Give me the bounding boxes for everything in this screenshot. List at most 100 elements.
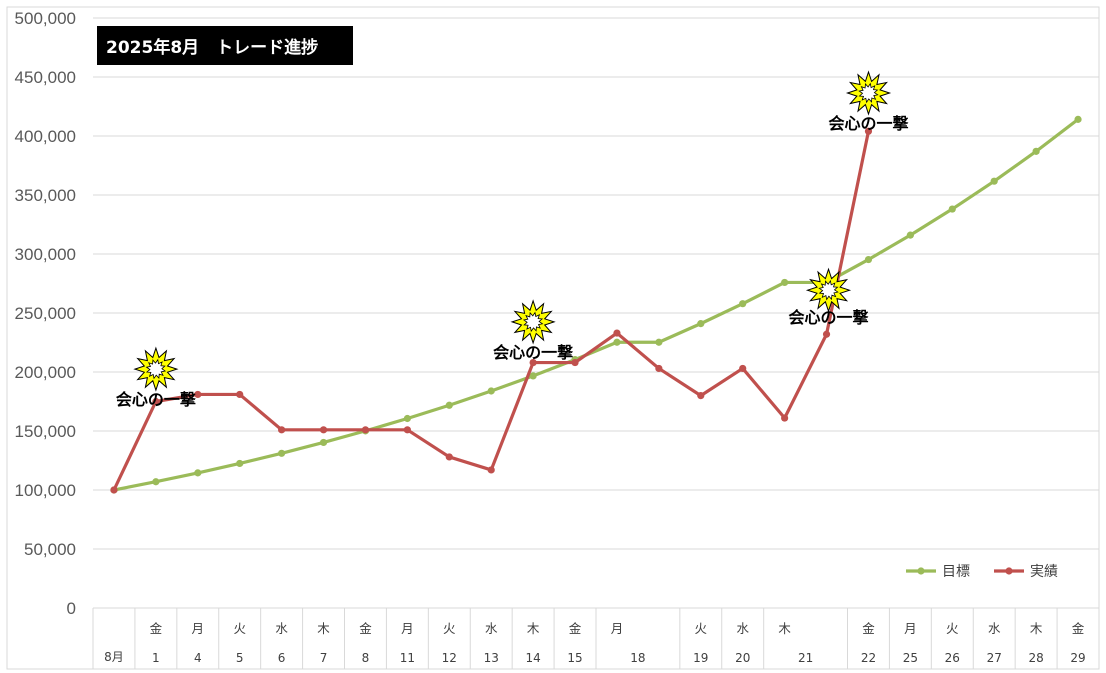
annotation: 会心の一撃 — [493, 299, 573, 362]
data-point-actual — [864, 127, 873, 135]
x-day-label: 18 — [630, 651, 645, 665]
burst-icon — [510, 299, 556, 345]
data-point-target — [739, 300, 747, 308]
data-point-target — [781, 278, 789, 287]
data-point-target — [236, 459, 244, 468]
x-day-label: 21 — [798, 651, 813, 665]
x-day-label: 15 — [567, 651, 582, 665]
data-point-actual — [403, 426, 411, 434]
x-weekday-label: 水 — [485, 621, 498, 636]
x-day-label: 19 — [693, 651, 708, 665]
x-weekday-label: 月 — [401, 621, 414, 636]
burst-icon — [805, 267, 852, 313]
y-tick-label: 100,000 — [15, 481, 76, 500]
data-point-actual — [152, 397, 160, 406]
data-point-target — [613, 338, 621, 346]
annotation: 会心の一撃 — [828, 70, 908, 133]
annotation-label: 会心の一撃 — [789, 308, 869, 327]
chart-title: 2025年8月 トレード進捗 — [106, 37, 318, 58]
x-day-label: 13 — [484, 651, 499, 665]
x-axis: 8月金1月4火5水6木7金8月11火12水13木14金15月18火19水20木2… — [92, 608, 1100, 669]
x-weekday-label: 月 — [192, 621, 205, 636]
x-day-label: 28 — [1028, 651, 1043, 665]
x-day-label: 4 — [194, 651, 202, 665]
data-point-actual — [529, 358, 537, 367]
x-day-label: 8 — [362, 651, 370, 665]
chart-title-box: 2025年8月 トレード進捗 — [97, 26, 353, 65]
legend-label: 実績 — [1030, 564, 1058, 580]
data-point-target — [487, 387, 495, 395]
x-day-label: 29 — [1070, 651, 1085, 665]
legend-label: 目標 — [942, 564, 970, 580]
data-point-actual — [655, 364, 663, 373]
x-weekday-label: 金 — [862, 621, 875, 636]
data-point-target — [948, 205, 956, 213]
data-point-target — [990, 177, 998, 185]
data-point-actual — [319, 426, 328, 434]
x-weekday-label: 月 — [611, 621, 624, 636]
burst-icon — [133, 346, 179, 392]
annotation-label: 会心の一撃 — [493, 343, 573, 362]
x-weekday-label: 月 — [904, 621, 917, 636]
x-day-label: 11 — [400, 651, 415, 665]
burst-icon — [845, 70, 892, 116]
series-line-target — [113, 118, 1080, 492]
data-point-target — [278, 449, 286, 457]
legend-item-target: 目標 — [906, 564, 970, 580]
data-point-target — [1074, 115, 1082, 123]
x-weekday-label: 金 — [359, 621, 372, 636]
x-month-label: 8月 — [104, 650, 124, 664]
y-tick-label: 400,000 — [15, 127, 76, 146]
annotation-label: 会心の一撃 — [116, 390, 196, 409]
x-day-label: 20 — [735, 651, 750, 665]
data-point-actual — [487, 466, 495, 474]
x-day-label: 27 — [987, 651, 1002, 665]
x-day-label: 1 — [152, 651, 160, 665]
x-weekday-label: 火 — [695, 621, 708, 636]
chart-frame — [6, 6, 1100, 670]
x-weekday-label: 水 — [736, 621, 749, 636]
y-tick-label: 350,000 — [15, 186, 76, 205]
data-point-target — [864, 255, 873, 264]
legend-item-actual: 実績 — [994, 564, 1058, 580]
annotation: 会心の一撃 — [116, 346, 196, 409]
x-day-label: 5 — [236, 651, 244, 665]
data-point-target — [697, 320, 705, 328]
y-tick-label: 50,000 — [24, 540, 76, 559]
data-point-target — [319, 438, 328, 447]
chart-title-background — [97, 26, 353, 65]
x-day-label: 14 — [525, 651, 540, 665]
x-weekday-label: 火 — [233, 621, 246, 636]
data-point-actual — [445, 453, 453, 461]
y-tick-label: 300,000 — [15, 245, 76, 264]
data-point-target — [655, 338, 663, 346]
data-point-target — [1032, 147, 1040, 155]
data-point-actual — [781, 414, 789, 422]
x-day-label: 22 — [861, 651, 876, 665]
data-point-actual — [613, 329, 621, 337]
data-point-actual — [110, 486, 118, 494]
data-point-actual — [361, 426, 370, 434]
data-point-target — [906, 231, 914, 239]
y-tick-label: 150,000 — [15, 422, 76, 441]
y-tick-label: 200,000 — [15, 363, 76, 382]
data-point-target — [529, 372, 537, 380]
y-axis-tick-labels: 0 50,000 100,000 150,000 200,000 250,000 300,0… — [15, 9, 76, 618]
y-tick-label: 500,000 — [15, 9, 76, 28]
data-point-actual — [571, 358, 579, 367]
data-point-target — [403, 414, 411, 423]
x-weekday-label: 木 — [527, 621, 540, 636]
legend: 目標 実績 — [906, 564, 1058, 580]
x-weekday-label: 金 — [1072, 621, 1085, 636]
data-point-actual — [739, 364, 747, 373]
x-weekday-label: 金 — [150, 621, 163, 636]
annotation: 会心の一撃 — [789, 267, 869, 327]
data-point-actual — [822, 330, 831, 338]
annotation-label: 会心の一撃 — [828, 114, 908, 133]
x-day-label: 25 — [903, 651, 918, 665]
data-point-actual — [278, 426, 286, 434]
x-weekday-label: 火 — [443, 621, 456, 636]
y-tick-label: 450,000 — [15, 68, 76, 87]
